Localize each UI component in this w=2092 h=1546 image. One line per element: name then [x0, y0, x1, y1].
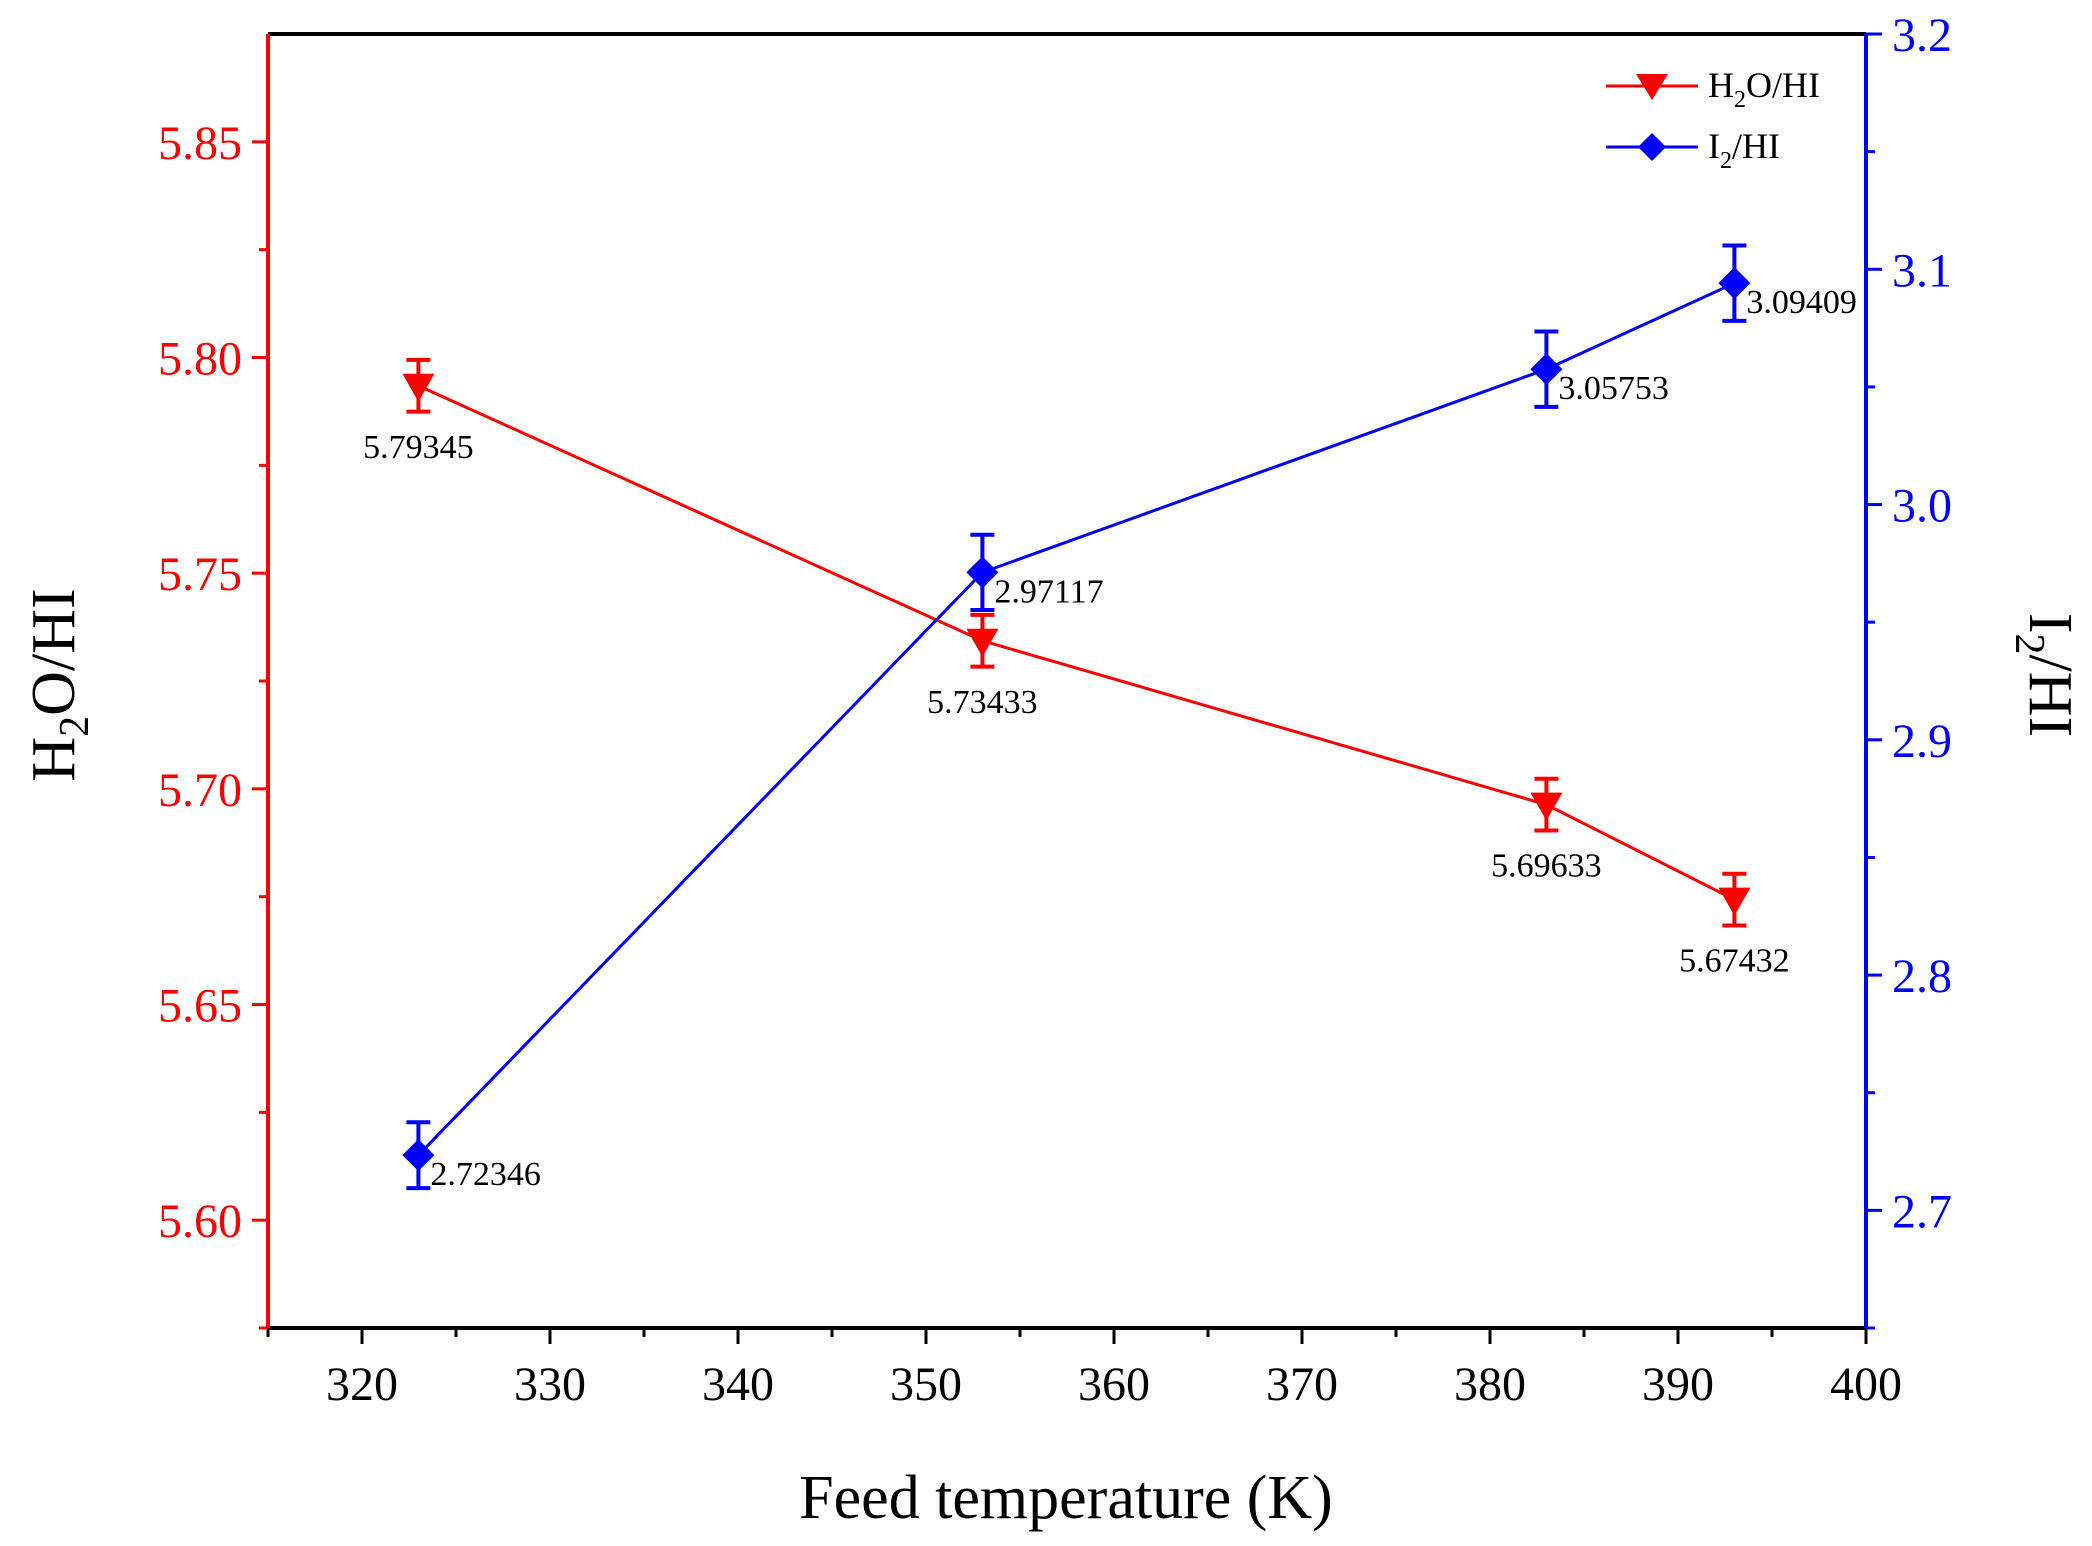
data-label: 5.69633 — [1491, 848, 1602, 885]
data-label: 3.09409 — [1746, 284, 1857, 321]
x-tick-label: 380 — [1454, 1358, 1526, 1411]
x-tick-label: 330 — [514, 1358, 586, 1411]
left-tick-label: 5.80 — [158, 333, 242, 386]
data-label: 3.05753 — [1558, 370, 1669, 407]
x-tick-label: 400 — [1830, 1358, 1902, 1411]
x-tick-label: 320 — [326, 1358, 398, 1411]
right-tick-label: 2.7 — [1892, 1185, 1952, 1238]
data-label: 5.67432 — [1679, 943, 1790, 980]
right-y-axis-ticks: 2.7 2.8 2.9 3.0 3.1 3.2 — [1866, 9, 1952, 1330]
series-i2-hi — [402, 243, 1751, 1191]
data-point-triangle — [1718, 887, 1751, 916]
legend-label-i2-hi: I2/HI — [1708, 126, 1780, 174]
x-tick-label: 350 — [890, 1358, 962, 1411]
data-labels: 5.79345 5.73433 5.69633 5.67432 2.72346 2.971… — [363, 284, 1857, 1193]
left-tick-label: 5.60 — [158, 1195, 242, 1248]
right-tick-label: 2.9 — [1892, 715, 1952, 768]
data-point-diamond — [1718, 267, 1751, 300]
x-tick-label: 370 — [1266, 1358, 1338, 1411]
data-label: 2.72346 — [430, 1156, 541, 1193]
x-tick-label: 360 — [1078, 1358, 1150, 1411]
right-y-axis-title: I2/HI — [2006, 613, 2084, 737]
legend: H2O/HI I2/HI — [1606, 65, 1820, 174]
x-tick-label: 340 — [702, 1358, 774, 1411]
series-layer — [402, 243, 1751, 1191]
right-tick-label: 3.0 — [1892, 480, 1952, 533]
series-line — [417, 281, 1736, 1157]
x-axis-title: Feed temperature (K) — [799, 1464, 1333, 1532]
data-label: 2.97117 — [994, 573, 1103, 610]
data-label: 5.79345 — [363, 429, 474, 466]
legend-label-h2o-hi: H2O/HI — [1708, 65, 1820, 113]
left-tick-label: 5.85 — [158, 117, 242, 170]
right-tick-label: 3.2 — [1892, 9, 1952, 62]
legend-item-i2-hi: I2/HI — [1606, 126, 1780, 174]
legend-triangle-marker — [1636, 74, 1668, 100]
x-tick-label: 390 — [1642, 1358, 1714, 1411]
left-y-axis-title: H2O/HI — [20, 588, 98, 781]
series-h2o-hi — [402, 357, 1751, 928]
legend-diamond-marker — [1638, 133, 1666, 161]
left-tick-label: 5.65 — [158, 980, 242, 1033]
data-point-diamond — [402, 1139, 435, 1172]
data-point-diamond — [1530, 353, 1563, 386]
left-tick-label: 5.70 — [158, 764, 242, 817]
series-line — [417, 384, 1736, 901]
right-tick-label: 3.1 — [1892, 244, 1952, 297]
data-point-triangle — [1530, 792, 1563, 821]
legend-item-h2o-hi: H2O/HI — [1606, 65, 1820, 113]
right-tick-label: 2.8 — [1892, 950, 1952, 1003]
data-label: 5.73433 — [927, 684, 1038, 721]
x-axis-ticks: 320 330 340 350 360 370 380 390 400 — [266, 1328, 1902, 1411]
data-point-triangle — [402, 373, 435, 402]
data-point-diamond — [966, 556, 999, 589]
left-tick-label: 5.75 — [158, 548, 242, 601]
left-y-axis-ticks: 5.60 5.65 5.70 5.75 5.80 5.85 — [158, 117, 268, 1330]
data-point-triangle — [966, 628, 999, 657]
